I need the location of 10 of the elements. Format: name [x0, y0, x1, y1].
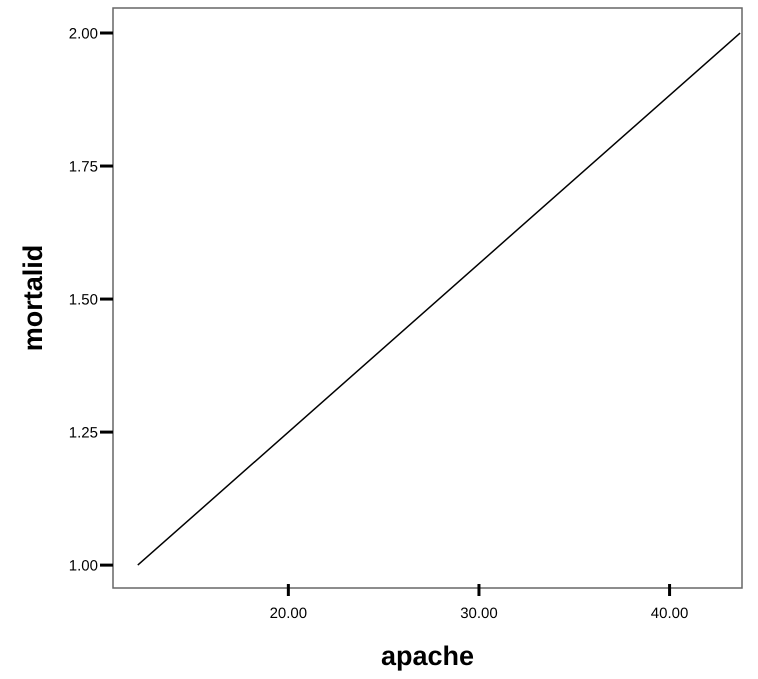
y-tick-label: 1.25 — [68, 424, 98, 442]
y-tick-label: 1.75 — [68, 158, 98, 176]
x-tick-label: 30.00 — [460, 605, 498, 622]
y-tick-label: 1.00 — [68, 557, 98, 574]
x-axis-title: apache — [380, 641, 474, 671]
y-tick-label: 1.50 — [68, 291, 98, 308]
y-tick-label: 2.00 — [68, 25, 98, 42]
y-axis-title: mortalid — [18, 244, 48, 352]
x-tick-label: 40.00 — [650, 605, 688, 622]
x-tick-label: 20.00 — [270, 605, 308, 622]
